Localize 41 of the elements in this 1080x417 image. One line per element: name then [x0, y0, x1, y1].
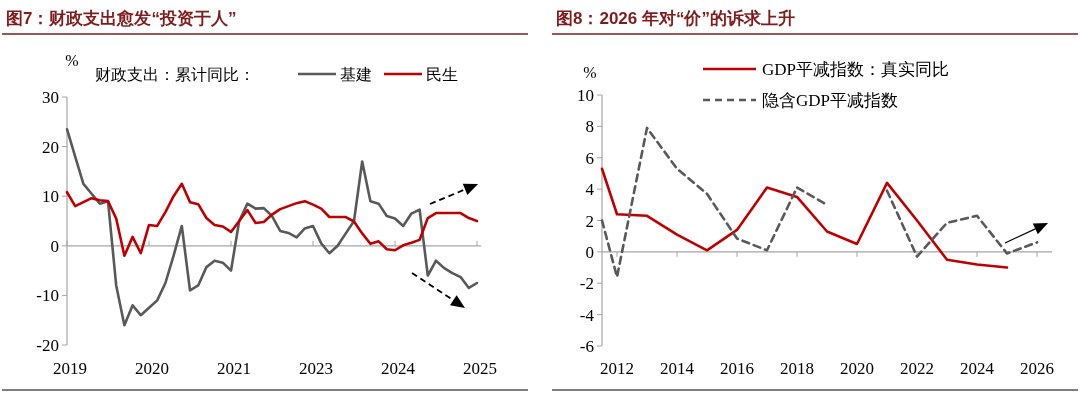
y-tick-label: -2 [579, 274, 594, 294]
x-tick-label: 2023 [299, 359, 333, 378]
x-tick-label: 2018 [780, 359, 814, 378]
x-tick-label: 2019 [53, 359, 87, 378]
y-tick-label: -20 [36, 336, 59, 355]
chart-title: 图7：财政支出愈发“投资于人” [6, 9, 237, 28]
legend-title: 财政支出：累计同比： [95, 66, 255, 83]
legend-label: GDP平减指数：真实同比 [762, 60, 950, 79]
y-tick-label: 2 [585, 211, 594, 231]
y-tick-label: 30 [42, 88, 59, 107]
x-tick-label: 2014 [660, 359, 695, 378]
y-tick-label: 10 [577, 86, 594, 105]
y-tick-label: 6 [585, 148, 594, 168]
x-tick-label: 2016 [720, 359, 754, 378]
line-series [600, 167, 1009, 269]
legend-label: 隐含GDP平减指数 [762, 91, 899, 110]
y-tick-label: 20 [42, 137, 59, 157]
y-tick-label: 4 [585, 180, 595, 200]
y-tick-label: -10 [36, 286, 59, 306]
x-tick-label: 2020 [135, 359, 169, 378]
y-tick-label: 8 [585, 117, 594, 137]
y-tick-label: -6 [579, 337, 594, 356]
y-tick-label: 10 [42, 187, 59, 207]
y-tick-label: 0 [585, 242, 594, 262]
line-series [65, 182, 479, 258]
x-tick-label: 2012 [600, 359, 634, 378]
x-tick-label: 2024 [960, 359, 995, 378]
x-tick-label: 2025 [463, 359, 497, 378]
y-axis-title: % [583, 64, 597, 81]
line-series [65, 127, 479, 327]
legend-label: 基建 [340, 66, 372, 83]
legend-label: 民生 [426, 66, 458, 83]
chart-title: 图8：2026 年对“价”的诉求上升 [556, 9, 795, 28]
y-axis-title: % [65, 52, 79, 69]
x-tick-label: 2020 [840, 359, 874, 378]
y-tick-label: 0 [50, 236, 59, 256]
x-tick-label: 2026 [1020, 359, 1054, 378]
x-tick-label: 2022 [900, 359, 934, 378]
x-tick-label: 2024 [381, 359, 416, 378]
y-tick-label: -4 [579, 305, 595, 325]
x-tick-label: 2021 [217, 359, 251, 378]
